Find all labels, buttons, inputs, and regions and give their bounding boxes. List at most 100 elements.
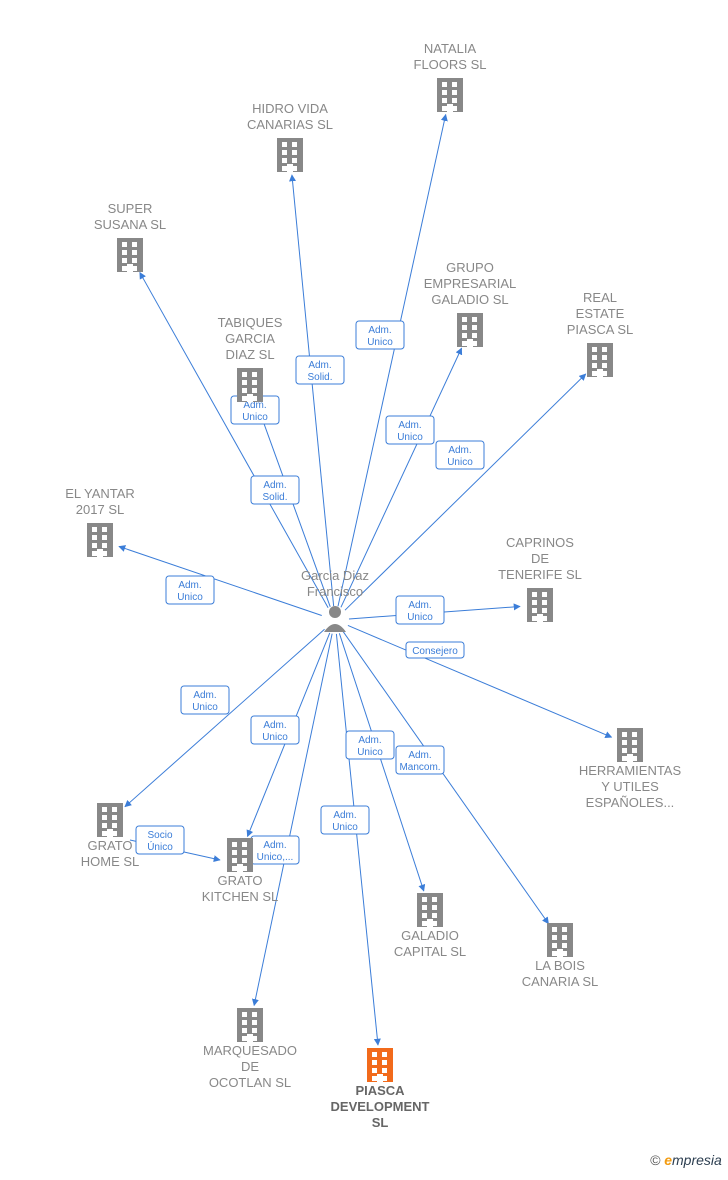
node-label: GALADIO: [401, 928, 459, 943]
node-label: LA BOIS: [535, 958, 585, 973]
node-label: CAPRINOS: [506, 535, 574, 550]
company-node-hidro[interactable]: HIDRO VIDACANARIAS SL: [247, 101, 333, 172]
svg-text:Unico: Unico: [397, 432, 423, 443]
svg-text:© empresia: © empresia: [650, 1152, 722, 1168]
company-node-real[interactable]: REALESTATEPIASCA SL: [567, 290, 633, 377]
edge-label: Consejero: [406, 642, 464, 658]
svg-text:Único: Único: [147, 840, 173, 853]
node-label: Y UTILES: [601, 779, 659, 794]
watermark: © empresia: [650, 1152, 722, 1168]
company-node-grupo[interactable]: GRUPOEMPRESARIALGALADIO SL: [424, 260, 516, 347]
node-label: SUPER: [108, 201, 153, 216]
node-label: HOME SL: [81, 854, 140, 869]
svg-text:Adm.: Adm.: [398, 420, 421, 431]
edge-label: Adm.Unico: [396, 596, 444, 624]
node-label: CANARIAS SL: [247, 117, 333, 132]
edge-label: Adm.Unico: [166, 576, 214, 604]
node-label: SUSANA SL: [94, 217, 166, 232]
network-diagram: Adm.UnicoAdm.Solid.Adm.UnicoAdm.UnicoAdm…: [0, 0, 728, 1180]
edge-label: Adm.Unico: [251, 716, 299, 744]
svg-text:Unico: Unico: [367, 337, 393, 348]
node-label: CANARIA SL: [522, 974, 599, 989]
node-label: GRATO: [217, 873, 262, 888]
svg-text:Adm.: Adm.: [448, 445, 471, 456]
node-label: NATALIA: [424, 41, 477, 56]
node-label: EL YANTAR: [65, 486, 135, 501]
node-label: ESPAÑOLES...: [586, 795, 675, 810]
svg-text:Unico: Unico: [262, 732, 288, 743]
company-node-caprinos[interactable]: CAPRINOSDETENERIFE SL: [498, 535, 582, 622]
node-label: DEVELOPMENT: [331, 1099, 430, 1114]
edge-label: Adm.Mancom.: [396, 746, 444, 774]
node-label: PIASCA SL: [567, 322, 633, 337]
svg-text:Mancom.: Mancom.: [399, 762, 440, 773]
company-node-gratoh[interactable]: GRATOHOME SL: [81, 803, 140, 869]
edge-piasca: [336, 634, 378, 1045]
node-label: TENERIFE SL: [498, 567, 582, 582]
node-label: GRUPO: [446, 260, 494, 275]
svg-text:Unico: Unico: [177, 592, 203, 603]
edge-labois: [343, 631, 548, 923]
edge-label: Adm.Unico: [356, 321, 404, 349]
company-node-piasca[interactable]: PIASCADEVELOPMENTSL: [331, 1048, 430, 1130]
company-node-super[interactable]: SUPERSUSANA SL: [94, 201, 166, 272]
company-node-labois[interactable]: LA BOISCANARIA SL: [522, 923, 599, 989]
node-label: CAPITAL SL: [394, 944, 466, 959]
edge-yantar: [119, 546, 322, 615]
edge-hidro: [292, 175, 334, 606]
node-label: DIAZ SL: [225, 347, 274, 362]
company-node-herram[interactable]: HERRAMIENTASY UTILESESPAÑOLES...: [579, 728, 682, 810]
svg-text:Consejero: Consejero: [412, 646, 458, 657]
company-node-tabiques[interactable]: TABIQUESGARCIADIAZ SL: [218, 315, 283, 402]
edge-marq: [254, 634, 332, 1006]
center-person[interactable]: Garcia DiazFrancisco: [301, 568, 369, 632]
edge-label: SocioÚnico: [136, 826, 184, 854]
edge-label: Adm.Unico: [346, 731, 394, 759]
node-label: GRATO: [87, 838, 132, 853]
svg-text:Unico,...: Unico,...: [257, 852, 294, 863]
company-node-galadio[interactable]: GALADIOCAPITAL SL: [394, 893, 466, 959]
svg-text:Adm.: Adm.: [263, 480, 286, 491]
svg-text:Adm.: Adm.: [263, 720, 286, 731]
node-label: REAL: [583, 290, 617, 305]
node-label: OCOTLAN SL: [209, 1075, 291, 1090]
node-label: SL: [372, 1115, 389, 1130]
svg-text:Unico: Unico: [192, 702, 218, 713]
node-label: EMPRESARIAL: [424, 276, 516, 291]
node-label: 2017 SL: [76, 502, 124, 517]
svg-text:Adm.: Adm.: [368, 325, 391, 336]
node-label: DE: [241, 1059, 259, 1074]
node-label: GALADIO SL: [431, 292, 508, 307]
svg-text:Unico: Unico: [332, 822, 358, 833]
node-label: MARQUESADO: [203, 1043, 297, 1058]
svg-text:Unico: Unico: [357, 747, 383, 758]
company-node-yantar[interactable]: EL YANTAR2017 SL: [65, 486, 135, 557]
center-label: Francisco: [307, 584, 363, 599]
svg-text:Adm.: Adm.: [358, 735, 381, 746]
node-label: PIASCA: [355, 1083, 405, 1098]
edge-label: Adm.Unico,...: [251, 836, 299, 864]
svg-text:Adm.: Adm.: [178, 580, 201, 591]
svg-text:Adm.: Adm.: [308, 360, 331, 371]
company-node-marq[interactable]: MARQUESADODEOCOTLAN SL: [203, 1008, 297, 1090]
svg-text:Adm.: Adm.: [408, 600, 431, 611]
edge-label: Adm.Unico: [386, 416, 434, 444]
svg-text:Unico: Unico: [407, 612, 433, 623]
edge-natalia: [338, 115, 446, 607]
edge-label: Adm.Unico: [436, 441, 484, 469]
edge-herram: [348, 625, 612, 737]
center-label: Garcia Diaz: [301, 568, 369, 583]
node-label: HIDRO VIDA: [252, 101, 328, 116]
node-label: HERRAMIENTAS: [579, 763, 682, 778]
edge-label: Adm.Unico: [181, 686, 229, 714]
svg-text:Adm.: Adm.: [333, 810, 356, 821]
svg-text:Solid.: Solid.: [262, 492, 287, 503]
company-node-natalia[interactable]: NATALIAFLOORS SL: [414, 41, 487, 112]
svg-text:Adm.: Adm.: [193, 690, 216, 701]
svg-text:Unico: Unico: [447, 457, 473, 468]
svg-text:Socio: Socio: [147, 830, 172, 841]
node-label: KITCHEN SL: [202, 889, 279, 904]
node-label: FLOORS SL: [414, 57, 487, 72]
node-label: ESTATE: [576, 306, 625, 321]
svg-text:Adm.: Adm.: [263, 840, 286, 851]
